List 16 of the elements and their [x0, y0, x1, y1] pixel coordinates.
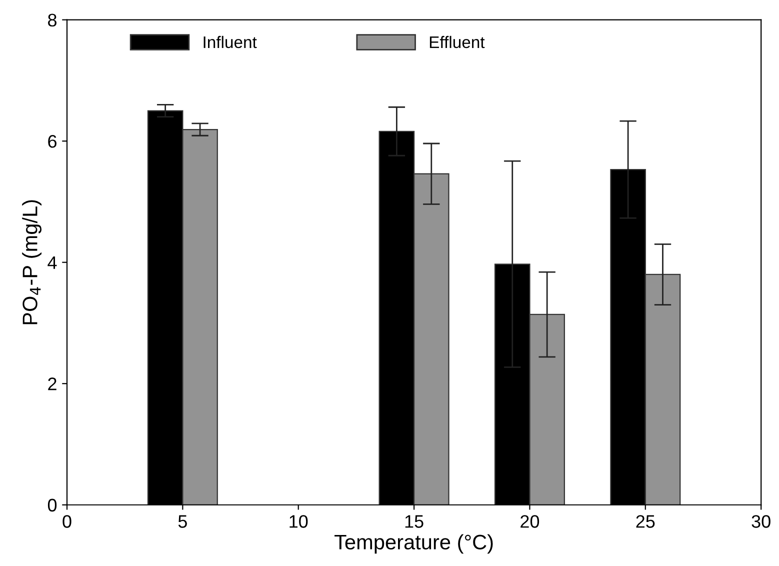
y-tick-label: 4 — [48, 256, 57, 269]
legend-label: Effluent — [430, 36, 485, 48]
y-tick-label: 2 — [48, 378, 56, 390]
y-tick-label: 0 — [48, 498, 57, 512]
x-tick-label: 5 — [178, 515, 187, 528]
x-tick-label: 0 — [62, 515, 72, 528]
x-tick-label: 20 — [520, 515, 540, 528]
x-tick-label: 10 — [290, 515, 308, 528]
y-axis-title: PO$_{4}$-P (mg/L) — [22, 200, 42, 324]
y-tick-label: 8 — [48, 14, 56, 27]
x-tick-label: 30 — [752, 515, 770, 528]
x-tick-label: 25 — [636, 515, 655, 528]
x-tick-label: 15 — [405, 515, 424, 528]
x-axis-title: Temperature (°C) — [334, 534, 493, 554]
legend-label: Influent — [204, 36, 257, 48]
y-tick-label: 6 — [48, 135, 56, 148]
